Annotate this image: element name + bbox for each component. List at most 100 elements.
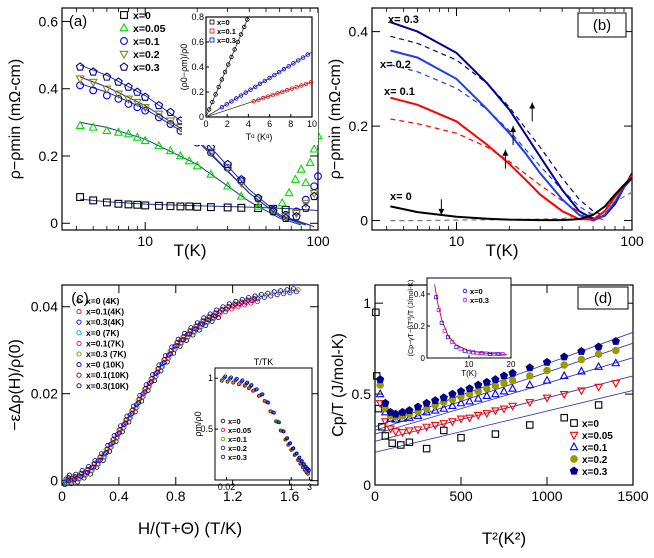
data-point [223,159,233,169]
data-point [154,110,164,120]
data-point [490,407,500,416]
data-point [154,370,160,376]
x-tick-label: 100 [620,233,644,249]
inset-legend-label: x=0.05 [228,426,251,435]
data-point [594,342,603,351]
inset-data-point [479,351,484,356]
data-point [594,383,604,392]
data-point [140,103,150,113]
inset-legend-marker [220,454,226,460]
panel-d: 0 500 1000 1500 0 0.5 1 T²(K²) Cp/T (J/mol-K) (d)… [330,277,649,548]
series-label: x= 0.1 [384,86,415,98]
data-point [207,314,213,320]
data-point [422,398,431,407]
inset-data-point [299,83,304,88]
legend-label: x=0 (7K) [86,328,119,338]
data-point [542,394,552,403]
data-point [405,438,414,447]
data-point [154,100,164,110]
y-axis-label: ρ−ρmin (mΩ-cm) [327,59,344,179]
x-axis-label: H/(T+Θ) (T/K) [138,519,242,538]
data-point [162,353,168,359]
inset-x-tick-label: 6 [267,119,272,129]
data-point [237,203,246,212]
data-point [611,337,620,345]
data-point [130,407,136,413]
inset-data-point [475,351,480,356]
data-point [122,417,128,423]
x-tick-label: 10 [449,233,465,249]
data-point [132,132,142,141]
data-line [390,96,633,221]
data-point [542,375,552,384]
inset-data-point [254,387,259,392]
data-point [124,413,130,419]
data-point [508,383,518,392]
inset-data-point [488,351,492,356]
data-point [284,187,294,197]
inset-data-point [276,69,282,75]
inset-legend-marker [209,19,215,25]
data-point [109,437,115,443]
data-point [422,423,432,432]
data-point [439,393,448,402]
data-point [576,387,586,396]
data-point [611,380,621,389]
data-point [175,336,181,342]
data-point [98,451,104,457]
data-point [115,431,121,437]
inset-data-point [245,380,250,385]
legend-label: x=0.3(10K) [86,381,129,391]
x-tick-label: 500 [449,488,473,504]
inset-data-point [248,87,253,92]
data-point [88,78,98,88]
data-point [75,120,85,129]
inset-y-tick-label: 1 [208,373,213,383]
inset-y-tick-label: 0.2 [191,87,204,97]
legend-label: x=0 (4K) [86,296,119,306]
data-point [457,433,465,442]
inset-data-point [462,348,467,353]
data-point [239,299,245,305]
data-point [200,318,206,324]
data-point [611,358,621,367]
inset-data-point [303,81,309,87]
inset-data-point [239,379,244,384]
data-point [413,410,423,420]
inset-data-point [231,380,236,385]
inset-data-point [229,54,234,60]
inset-y-axis-label: (Cp−γT−βT³)/T (J/mol-K) [408,280,415,357]
data-point [175,150,186,160]
data-point [147,380,153,386]
inset-data-point [233,378,237,383]
inset-data-point [442,328,447,333]
panel-label-box [577,12,627,38]
data-point [116,427,122,433]
inset-x-tick-label: 8 [288,119,293,129]
data-point [165,145,176,155]
data-point [118,423,124,429]
data-point [124,200,133,209]
data-point [398,407,407,416]
data-point [456,415,466,424]
inset-y-tick-label: 0.6 [191,37,204,47]
data-point [212,313,218,319]
data-point [98,454,104,460]
inset-data-point [294,84,299,90]
data-point [456,398,466,407]
data-point [301,199,311,209]
x-axis-label: T(K) [485,241,518,260]
inset-data-point [454,344,459,349]
data-point [141,106,150,115]
data-point [376,375,385,384]
legend-label: x=0.1(7K) [86,338,124,348]
inset-data-point [284,88,290,93]
data-point [220,304,226,310]
data-point [239,296,245,302]
data-point [226,304,232,310]
panel-label-box [577,286,629,310]
legend-marker [76,340,82,346]
inset-legend-label: x=0 [217,18,230,27]
inset-data-point [296,58,301,63]
